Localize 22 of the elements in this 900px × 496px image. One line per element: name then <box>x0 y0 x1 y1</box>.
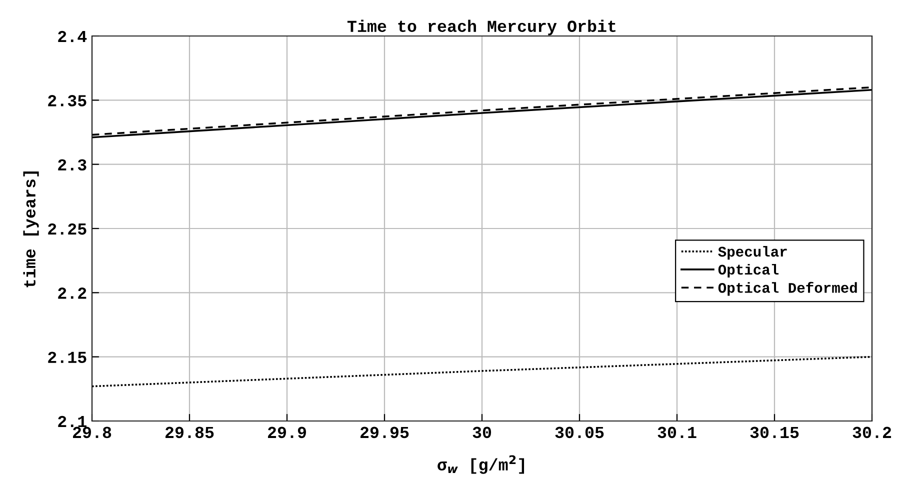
legend-label: Optical <box>718 264 779 278</box>
x-tick-label: 30.05 <box>555 426 604 438</box>
x-tick-label: 29.95 <box>360 426 409 438</box>
y-axis-title: time [years] <box>23 172 39 288</box>
x-tick-label: 30.1 <box>658 426 696 438</box>
y-tick-label: 2.35 <box>48 95 86 106</box>
y-tick-label: 2.1 <box>58 416 86 428</box>
x-tick-label: 30.15 <box>750 426 799 438</box>
legend-label: Optical Deformed <box>718 282 857 296</box>
y-tick-label: 2.25 <box>48 223 86 235</box>
y-tick-label: 2.3 <box>58 159 86 171</box>
chart-title: Time to reach Mercury Orbit <box>347 20 616 36</box>
x-axis-title: σ$_{w}$ [g/m$^{2}$] <box>438 455 524 474</box>
y-tick-label: 2.4 <box>58 30 87 42</box>
legend-label: Specular <box>718 246 787 260</box>
x-tick-label: 29.9 <box>268 426 306 438</box>
y-tick-label: 2.2 <box>58 288 86 299</box>
y-tick-label: 2.15 <box>48 352 86 364</box>
x-tick-label: 29.85 <box>165 426 214 438</box>
x-tick-label: 30 <box>472 426 492 438</box>
x-tick-label: 30.2 <box>852 426 892 438</box>
x-tick-label: 29.8 <box>72 426 112 438</box>
